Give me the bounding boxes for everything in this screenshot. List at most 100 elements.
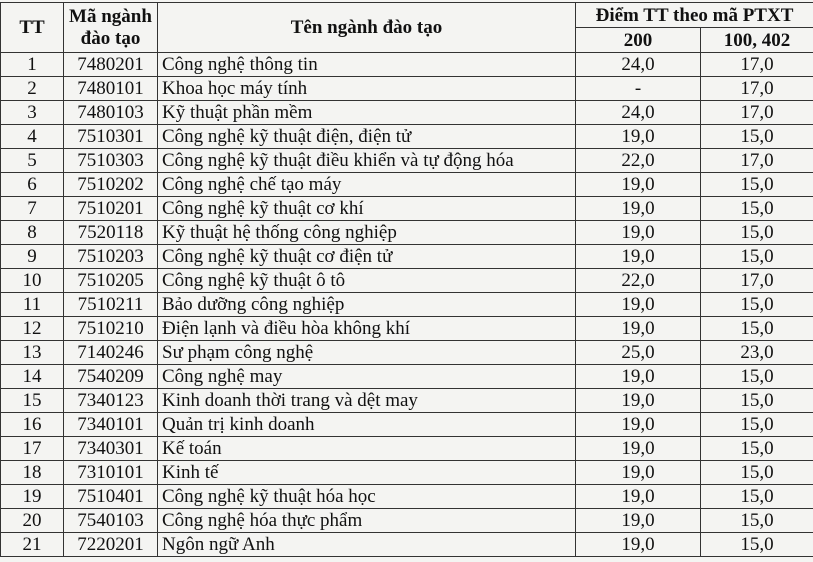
row-code: 7510303 (64, 149, 158, 173)
row-name: Công nghệ kỹ thuật hóa học (158, 485, 576, 509)
row-score-200: 19,0 (576, 125, 701, 149)
row-score-100-402: 17,0 (701, 101, 813, 125)
row-code: 7140246 (64, 341, 158, 365)
header-code: Mã ngành đào tạo (64, 3, 158, 53)
row-score-100-402: 15,0 (701, 245, 813, 269)
row-tt: 15 (1, 389, 64, 413)
row-name: Công nghệ kỹ thuật điện, điện tử (158, 125, 576, 149)
row-tt: 21 (1, 533, 64, 557)
row-code: 7510202 (64, 173, 158, 197)
row-tt: 16 (1, 413, 64, 437)
row-score-100-402: 15,0 (701, 485, 813, 509)
row-name: Kỹ thuật hệ thống công nghiệp (158, 221, 576, 245)
row-tt: 9 (1, 245, 64, 269)
row-name: Bảo dưỡng công nghiệp (158, 293, 576, 317)
row-code: 7480103 (64, 101, 158, 125)
row-name: Kinh tế (158, 461, 576, 485)
row-score-200: 19,0 (576, 221, 701, 245)
header-name: Tên ngành đào tạo (158, 3, 576, 53)
row-score-200: 19,0 (576, 173, 701, 197)
row-tt: 2 (1, 77, 64, 101)
row-score-200: 19,0 (576, 437, 701, 461)
row-name: Công nghệ kỹ thuật cơ điện tử (158, 245, 576, 269)
row-name: Kỹ thuật phần mềm (158, 101, 576, 125)
row-code: 7510401 (64, 485, 158, 509)
row-name: Công nghệ kỹ thuật điều khiển và tự động… (158, 149, 576, 173)
row-score-100-402: 15,0 (701, 317, 813, 341)
row-code: 7480101 (64, 77, 158, 101)
row-name: Quản trị kinh doanh (158, 413, 576, 437)
row-code: 7510210 (64, 317, 158, 341)
row-tt: 13 (1, 341, 64, 365)
row-score-200: 25,0 (576, 341, 701, 365)
header-200: 200 (576, 28, 701, 53)
row-tt: 10 (1, 269, 64, 293)
row-score-200: 19,0 (576, 317, 701, 341)
row-score-100-402: 15,0 (701, 293, 813, 317)
row-code: 7510205 (64, 269, 158, 293)
row-score-100-402: 15,0 (701, 221, 813, 245)
row-name: Công nghệ thông tin (158, 53, 576, 77)
row-code: 7510203 (64, 245, 158, 269)
row-code: 7540103 (64, 509, 158, 533)
row-score-200: 19,0 (576, 389, 701, 413)
row-name: Công nghệ hóa thực phẩm (158, 509, 576, 533)
row-tt: 18 (1, 461, 64, 485)
row-name: Công nghệ kỹ thuật cơ khí (158, 197, 576, 221)
row-score-200: 19,0 (576, 509, 701, 533)
row-score-100-402: 15,0 (701, 509, 813, 533)
row-score-200: 24,0 (576, 53, 701, 77)
header-tt: TT (1, 3, 64, 53)
row-tt: 12 (1, 317, 64, 341)
row-code: 7340123 (64, 389, 158, 413)
row-name: Công nghệ chế tạo máy (158, 173, 576, 197)
row-score-200: 19,0 (576, 413, 701, 437)
row-score-200: 19,0 (576, 245, 701, 269)
row-score-100-402: 17,0 (701, 269, 813, 293)
row-score-100-402: 15,0 (701, 173, 813, 197)
row-score-200: 19,0 (576, 485, 701, 509)
row-code: 7510201 (64, 197, 158, 221)
row-code: 7340101 (64, 413, 158, 437)
row-code: 7480201 (64, 53, 158, 77)
row-score-200: 19,0 (576, 533, 701, 557)
row-score-100-402: 15,0 (701, 533, 813, 557)
row-name: Công nghệ kỹ thuật ô tô (158, 269, 576, 293)
row-tt: 6 (1, 173, 64, 197)
row-score-100-402: 23,0 (701, 341, 813, 365)
row-tt: 8 (1, 221, 64, 245)
row-tt: 4 (1, 125, 64, 149)
row-score-100-402: 17,0 (701, 149, 813, 173)
row-score-100-402: 15,0 (701, 413, 813, 437)
row-name: Kinh doanh thời trang và dệt may (158, 389, 576, 413)
row-score-100-402: 15,0 (701, 125, 813, 149)
row-code: 7510211 (64, 293, 158, 317)
row-code: 7310101 (64, 461, 158, 485)
row-code: 7540209 (64, 365, 158, 389)
header-100-402: 100, 402 (701, 28, 813, 53)
row-score-100-402: 15,0 (701, 365, 813, 389)
row-score-200: 19,0 (576, 197, 701, 221)
row-score-200: 22,0 (576, 149, 701, 173)
row-score-200: 19,0 (576, 461, 701, 485)
row-code: 7340301 (64, 437, 158, 461)
row-tt: 17 (1, 437, 64, 461)
row-tt: 1 (1, 53, 64, 77)
row-name: Khoa học máy tính (158, 77, 576, 101)
row-code: 7520118 (64, 221, 158, 245)
